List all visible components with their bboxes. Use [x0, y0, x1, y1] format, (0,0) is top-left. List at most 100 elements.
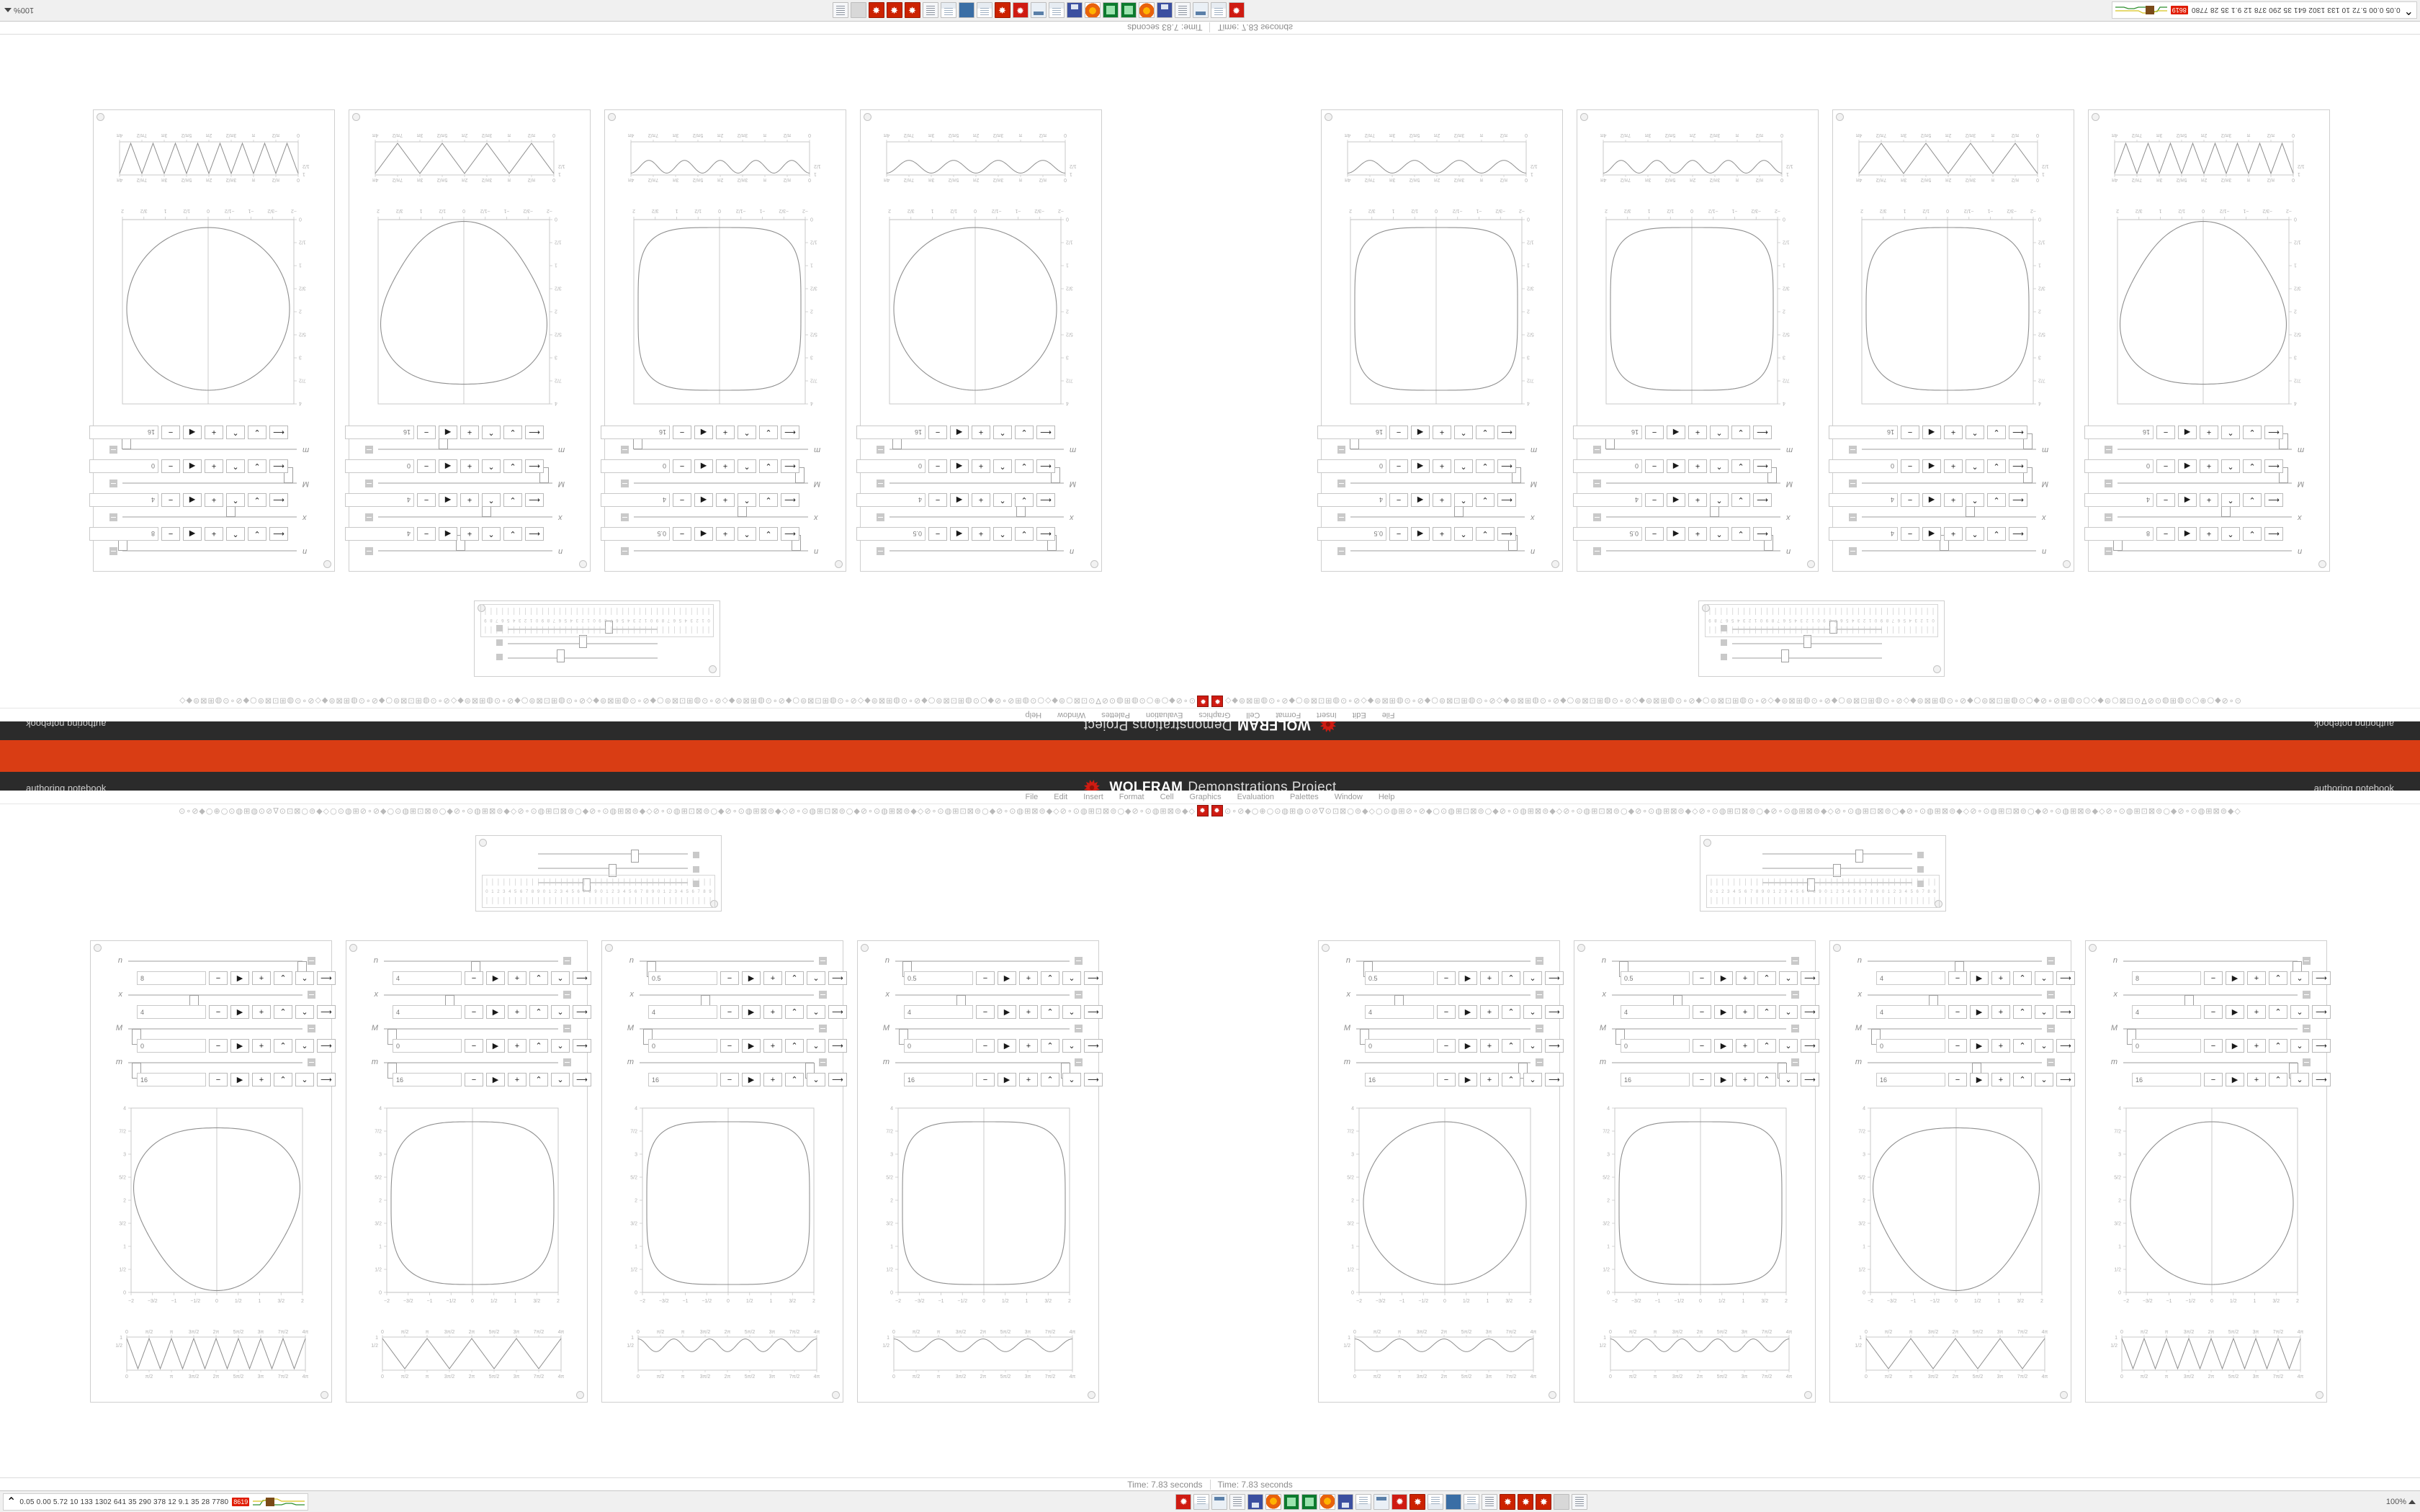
- step-forward-button-M[interactable]: ⟶: [2056, 1039, 2075, 1053]
- taskbar-icon-13[interactable]: [1012, 2, 1028, 18]
- fast-down-button-M[interactable]: ⌄: [2290, 1039, 2309, 1053]
- panel-handle-tl[interactable]: [1322, 944, 1330, 952]
- menu-item-help[interactable]: Help: [1025, 711, 1042, 719]
- taskbar-icon-15[interactable]: [1428, 1494, 1444, 1510]
- fast-up-button-x[interactable]: ⌃: [1710, 493, 1729, 507]
- increment-button-x[interactable]: +: [716, 493, 735, 507]
- decrement-button-M[interactable]: −: [1389, 459, 1408, 473]
- taskbar-icon-15[interactable]: [976, 2, 992, 18]
- slider-track-n[interactable]: [1612, 960, 1786, 977]
- panel-handle-tl[interactable]: [2063, 560, 2071, 568]
- step-forward-button-M[interactable]: ⟶: [317, 1039, 336, 1053]
- panel-handle-br[interactable]: [2060, 1391, 2068, 1399]
- step-forward-button-n[interactable]: ⟶: [317, 971, 336, 985]
- value-field-x[interactable]: 4: [1876, 1005, 1945, 1019]
- value-field-M[interactable]: 0: [1317, 459, 1386, 473]
- fast-down-button-M[interactable]: ⌄: [2243, 459, 2262, 473]
- step-forward-button-m[interactable]: ⟶: [1545, 1073, 1564, 1086]
- mini-handle-tl[interactable]: [1703, 839, 1711, 847]
- slider-collapse-button-m[interactable]: [877, 446, 884, 454]
- manipulate-panel-panel-2[interactable]: n ⟵ ⌄ ⌃ + ◀ −4 x ⟵ ⌄ ⌃ + ◀ −4 M ⟵ ⌄ ⌃ + ◀ −0 m ⟵ ⌄ ⌃ + ◀ −16 −2 −3/2−…: [1829, 109, 2074, 572]
- slider-track-n[interactable]: [1356, 960, 1531, 977]
- panel-handle-br[interactable]: [1088, 1391, 1095, 1399]
- slider-collapse-button-n[interactable]: [365, 547, 373, 555]
- fast-down-button-n[interactable]: ⌄: [2035, 971, 2053, 985]
- fast-down-button-M[interactable]: ⌄: [1731, 459, 1750, 473]
- slider-track-M[interactable]: [634, 467, 808, 484]
- play-button-n[interactable]: ▶: [2226, 971, 2244, 985]
- fast-up-button-n[interactable]: ⌃: [1454, 527, 1473, 541]
- fast-up-button-m[interactable]: ⌃: [1757, 1073, 1776, 1086]
- fast-up-button-n[interactable]: ⌃: [1757, 971, 1776, 985]
- panel-handle-br[interactable]: [576, 1391, 584, 1399]
- decrement-button-x[interactable]: −: [2156, 493, 2175, 507]
- decrement-button-m[interactable]: −: [2156, 426, 2175, 439]
- fast-down-button-M[interactable]: ⌄: [1987, 459, 2006, 473]
- fast-up-button-n[interactable]: ⌃: [529, 971, 548, 985]
- mini-track-2[interactable]: [538, 864, 688, 877]
- value-field-n[interactable]: 4: [1876, 971, 1945, 985]
- menu-item-file[interactable]: File: [1381, 711, 1395, 719]
- decrement-button-x[interactable]: −: [976, 1005, 995, 1019]
- step-forward-button-n[interactable]: ⟶: [1084, 971, 1103, 985]
- decrement-button-M[interactable]: −: [720, 1039, 739, 1053]
- step-back-button-n[interactable]: ⟵: [781, 527, 799, 541]
- value-field-x[interactable]: 4: [1317, 493, 1386, 507]
- panel-handle-br[interactable]: [97, 113, 104, 121]
- step-back-button-m[interactable]: ⟵: [781, 426, 799, 439]
- slider-collapse-button-M[interactable]: [2047, 1025, 2055, 1032]
- play-button-M[interactable]: ▶: [1458, 1039, 1477, 1053]
- manipulate-panel-panel-5[interactable]: n ⟵ ⌄ ⌃ + ◀ −0.5 x ⟵ ⌄ ⌃ + ◀ −4 M ⟵ ⌄ ⌃ + ◀ −0 m ⟵ ⌄ ⌃ + ◀ −16 −2 −3/…: [856, 109, 1102, 572]
- play-button-M[interactable]: ▶: [2226, 1039, 2244, 1053]
- taskbar-icon-23[interactable]: [832, 2, 848, 18]
- play-button-m[interactable]: ◀: [1667, 426, 1685, 439]
- value-field-n[interactable]: 0.5: [1365, 971, 1434, 985]
- menu-item-format[interactable]: Format: [1119, 793, 1144, 801]
- step-back-button-M[interactable]: ⟵: [269, 459, 288, 473]
- taskbar-icon-10[interactable]: [1337, 1494, 1354, 1510]
- step-back-button-x[interactable]: ⟵: [1497, 493, 1516, 507]
- value-field-m[interactable]: 16: [856, 426, 926, 439]
- increment-button-x[interactable]: +: [460, 493, 479, 507]
- fast-up-button-m[interactable]: ⌃: [226, 426, 245, 439]
- mini-track-1[interactable]: [538, 850, 688, 863]
- fast-down-button-x[interactable]: ⌄: [759, 493, 778, 507]
- increment-button-M[interactable]: +: [1019, 1039, 1038, 1053]
- value-field-M[interactable]: 0: [1573, 459, 1642, 473]
- panel-handle-tl[interactable]: [605, 944, 613, 952]
- play-button-m[interactable]: ▶: [486, 1073, 505, 1086]
- decrement-button-m[interactable]: −: [673, 426, 691, 439]
- increment-button-M[interactable]: +: [1688, 459, 1707, 473]
- increment-button-x[interactable]: +: [252, 1005, 271, 1019]
- step-back-button-m[interactable]: ⟵: [1036, 426, 1055, 439]
- taskbar-icon-20[interactable]: [1518, 1494, 1534, 1510]
- slider-track-m[interactable]: [1612, 1062, 1787, 1079]
- step-back-button-m[interactable]: ⟵: [269, 426, 288, 439]
- value-field-M[interactable]: 0: [2084, 459, 2154, 473]
- fast-up-button-m[interactable]: ⌃: [1454, 426, 1473, 439]
- slider-track-M[interactable]: [1356, 1028, 1531, 1045]
- slider-track-M[interactable]: [1862, 467, 2036, 484]
- menu-item-edit[interactable]: Edit: [1352, 711, 1366, 719]
- value-field-n[interactable]: 4: [393, 971, 462, 985]
- value-field-m[interactable]: 16: [1317, 426, 1386, 439]
- mini-slider-2[interactable]: [508, 635, 658, 648]
- slider-track-m[interactable]: [122, 433, 297, 450]
- taskbar-icon-16[interactable]: [958, 2, 974, 18]
- slider-collapse-button-x[interactable]: [1791, 991, 1799, 999]
- play-button-x[interactable]: ◀: [694, 493, 713, 507]
- fast-up-button-m[interactable]: ⌃: [482, 426, 501, 439]
- slider-track-x[interactable]: [1350, 501, 1525, 518]
- taskbar-icon-2[interactable]: [1193, 1494, 1210, 1510]
- decrement-button-M[interactable]: −: [417, 459, 436, 473]
- increment-button-n[interactable]: +: [1480, 971, 1499, 985]
- slider-track-x[interactable]: [1862, 501, 2036, 518]
- play-button-M[interactable]: ◀: [2178, 459, 2197, 473]
- taskbar-icon-11[interactable]: [1355, 1494, 1372, 1510]
- value-field-n[interactable]: 8: [2084, 527, 2154, 541]
- panel-handle-br[interactable]: [321, 1391, 328, 1399]
- step-forward-button-x[interactable]: ⟶: [1084, 1005, 1103, 1019]
- increment-button-x[interactable]: +: [763, 1005, 782, 1019]
- mini-slider-1[interactable]: [508, 649, 658, 662]
